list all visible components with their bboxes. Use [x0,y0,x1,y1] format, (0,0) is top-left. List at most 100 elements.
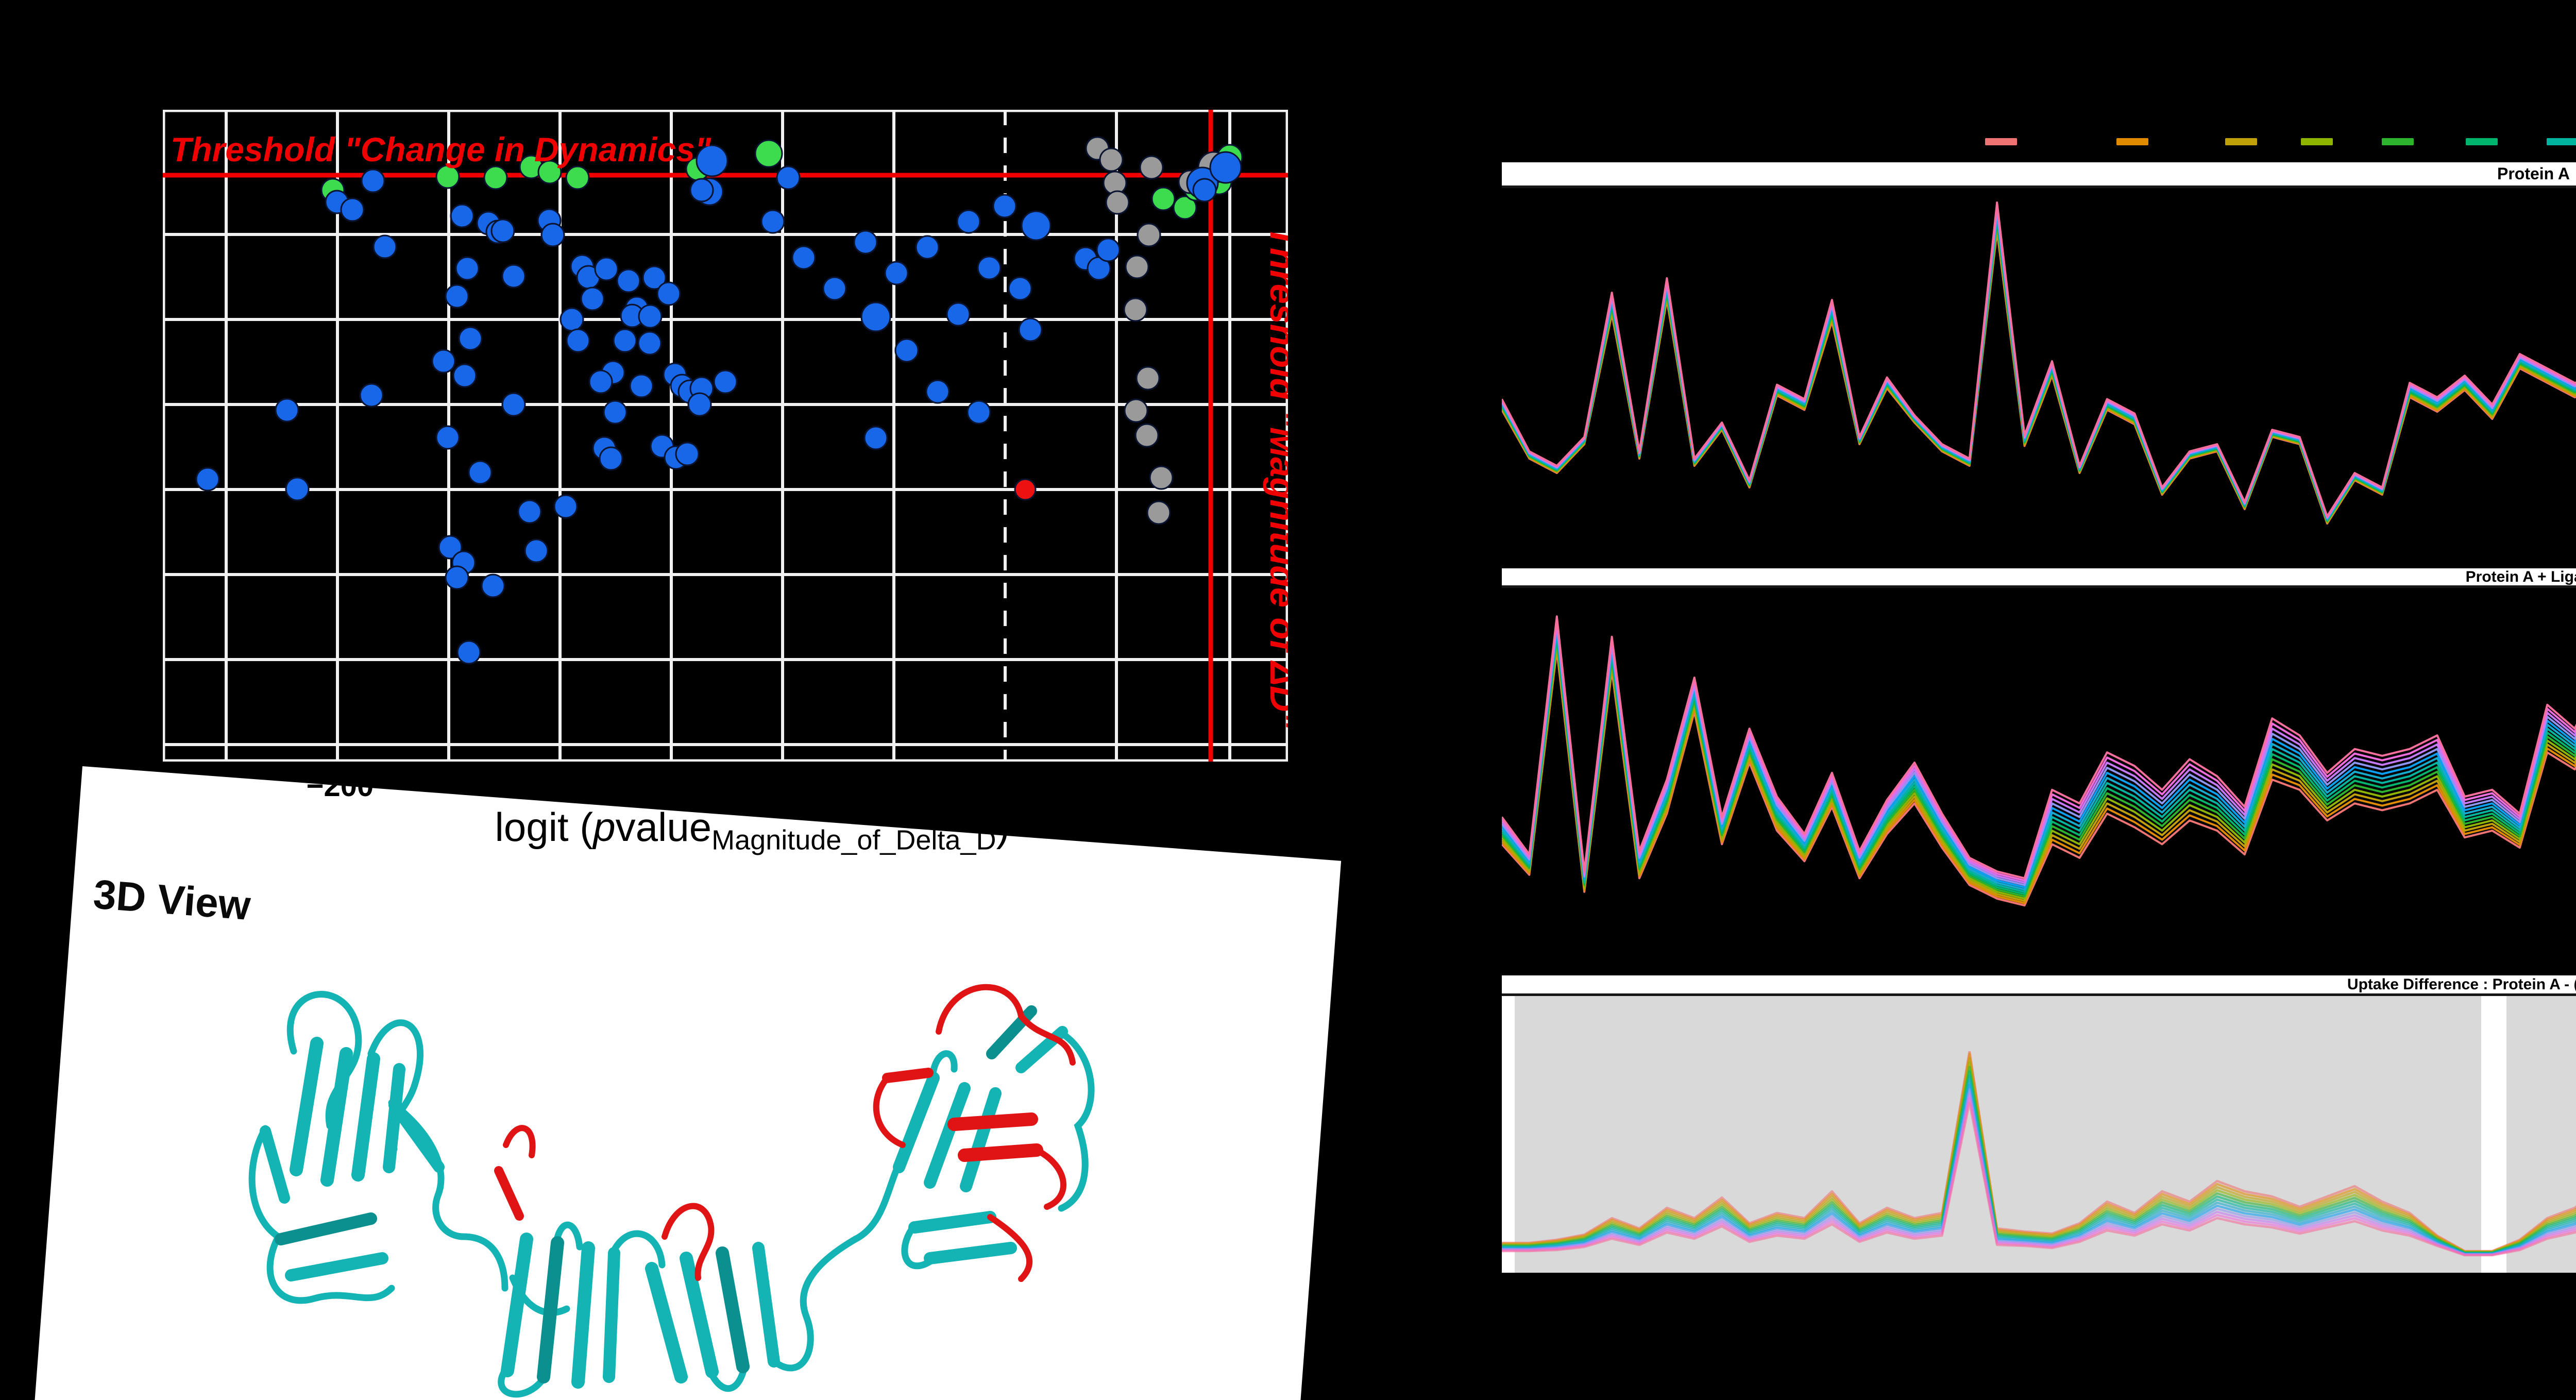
volcano-point-y[interactable] [1149,465,1174,490]
volcano-point-b[interactable] [438,535,463,560]
volcano-point-b[interactable] [285,477,310,501]
volcano-point-b[interactable] [553,494,578,519]
volcano-point-b[interactable] [450,204,474,228]
volcano-point-b[interactable] [689,178,714,203]
volcano-point-b[interactable] [340,197,365,222]
volcano-point-b[interactable] [853,230,878,255]
volcano-point-y[interactable] [1125,255,1149,279]
volcano-point-b[interactable] [445,565,469,590]
volcano-point-b[interactable] [359,383,384,408]
volcano-point-b[interactable] [588,369,613,394]
volcano-point-b[interactable] [501,264,526,289]
volcano-point-y[interactable] [1134,423,1159,448]
legend-swatch-3[interactable] [2225,138,2257,145]
volcano-point-b[interactable] [675,442,700,466]
volcano-point-b[interactable] [1209,151,1242,184]
volcano-point-y[interactable] [1146,500,1171,525]
uptake-difference-chart[interactable] [1502,1051,2576,1257]
volcano-point-b[interactable] [760,209,785,234]
volcano-point-b[interactable] [580,286,605,311]
volcano-point-b[interactable] [560,307,584,332]
volcano-point-b[interactable] [642,265,667,290]
volcano-point-b[interactable] [915,235,940,260]
volcano-point-b[interactable] [713,369,738,394]
volcano-point-b[interactable] [517,499,542,524]
volcano-point-y[interactable] [1139,155,1164,180]
volcano-point-b[interactable] [431,349,456,374]
volcano-point-b[interactable] [195,467,220,492]
volcano-plot[interactable]: Threshold "Change in Dynamics" Threshold… [162,109,1303,762]
volcano-point-b[interactable] [967,400,991,425]
volcano-point-g[interactable] [754,139,783,168]
volcano-point-y[interactable] [1124,398,1148,423]
volcano-point-b[interactable] [275,398,299,423]
volcano-point-b[interactable] [791,245,816,270]
volcano-point-g[interactable] [435,164,460,189]
legend-swatch-5[interactable] [2382,138,2414,145]
legend-swatch-6[interactable] [2466,138,2498,145]
ribbon-segment-teal [285,1252,388,1281]
volcano-point-b[interactable] [687,392,712,417]
volcano-point-b[interactable] [456,640,481,665]
volcano-point-b[interactable] [501,392,526,417]
volcano-point-b[interactable] [992,194,1017,218]
volcano-point-b[interactable] [445,284,469,309]
legend-swatch-2[interactable] [2116,138,2148,145]
volcano-point-b[interactable] [956,209,981,234]
volcano-point-b[interactable] [629,374,654,398]
volcano-point-b[interactable] [946,302,971,327]
volcano-point-g[interactable] [1151,187,1176,211]
uptake-chart-protein-a-ligand[interactable] [1502,593,2576,933]
volcano-point-b[interactable] [863,426,888,450]
volcano-point-y[interactable] [1136,366,1160,391]
legend-swatch-4[interactable] [2301,138,2333,145]
uptake-chart-protein-a[interactable] [1502,188,2576,549]
volcano-point-b[interactable] [656,281,681,306]
volcano-point-b[interactable] [361,168,385,193]
volcano-point-b[interactable] [540,223,565,247]
volcano-point-b[interactable] [468,460,493,485]
volcano-point-g[interactable] [565,165,590,190]
volcano-point-b[interactable] [603,400,628,425]
volcano-point-b[interactable] [860,301,891,332]
volcano-point-b[interactable] [599,446,623,471]
volcano-point-b[interactable] [455,256,480,281]
volcano-point-b[interactable] [1008,276,1032,301]
volcano-point-b[interactable] [616,268,641,293]
volcano-point-b[interactable] [566,328,590,353]
volcano-point-b[interactable] [481,574,505,598]
volcano-point-b[interactable] [613,328,637,353]
volcano-point-b[interactable] [1096,238,1121,262]
volcano-point-b[interactable] [435,425,460,450]
volcano-point-g[interactable] [483,165,508,190]
volcano-point-b[interactable] [524,538,549,563]
volcano-point-b[interactable] [925,379,950,404]
volcano-point-b[interactable] [977,256,1002,280]
legend-swatch-7[interactable] [2547,138,2576,145]
volcano-point-b[interactable] [458,326,483,351]
volcano-point-y[interactable] [1137,223,1161,247]
volcano-point-b[interactable] [1018,317,1043,342]
volcano-point-b[interactable] [637,331,662,356]
volcano-point-b[interactable] [1021,210,1052,241]
volcano-point-g[interactable] [537,160,562,184]
protein-structure-viewer[interactable] [216,948,1118,1400]
volcano-point-y[interactable] [1105,190,1130,215]
volcano-point-b[interactable] [696,144,728,177]
volcano-point-b[interactable] [490,218,515,243]
volcano-point-y[interactable] [1123,297,1148,322]
volcano-point-b[interactable] [822,276,847,301]
legend-swatch-1[interactable] [1985,138,2017,145]
volcano-point-y[interactable] [1099,147,1124,172]
volcano-point-b[interactable] [372,234,397,259]
volcano-point-b[interactable] [884,261,909,285]
volcano-point-b[interactable] [1192,178,1217,203]
volcano-point-g[interactable] [1173,195,1197,220]
volcano-point-b[interactable] [452,363,477,388]
volcano-point-b[interactable] [638,304,663,329]
volcano-point-b[interactable] [594,257,619,281]
volcano-point-b[interactable] [894,338,919,363]
volcano-point-r[interactable] [1014,478,1037,501]
volcano-point-b[interactable] [776,165,801,190]
ribbon-segment-red [873,1075,906,1148]
